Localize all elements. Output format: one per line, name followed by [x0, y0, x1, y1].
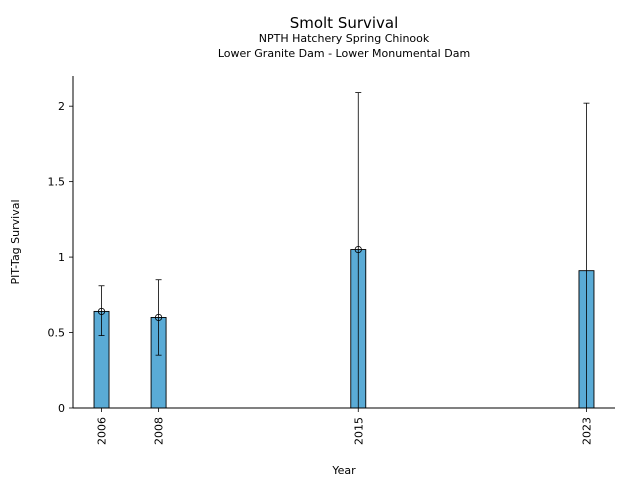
x-tick-label: 2023: [580, 417, 593, 445]
plot-area: [93, 92, 595, 409]
y-tick-label: 0: [58, 402, 65, 415]
y-tick-label: 0.5: [48, 327, 66, 340]
chart-subtitle-line-1: NPTH Hatchery Spring Chinook: [259, 32, 430, 45]
y-axis-label: PIT-Tag Survival: [9, 199, 22, 284]
y-tick-label: 1: [58, 251, 65, 264]
y-tick-label: 2: [58, 100, 65, 113]
point-marker-2015: [354, 245, 362, 254]
point-marker-2006: [97, 307, 106, 316]
y-axis-ticks: 0 0.5 1 1.5 2: [48, 100, 73, 415]
x-axis-label: Year: [331, 464, 356, 477]
x-axis-ticks: 2006 2008 2015 2023: [96, 408, 593, 445]
x-tick-label: 2008: [153, 417, 166, 445]
y-tick-label: 1.5: [48, 176, 66, 189]
chart-subtitle-line-2: Lower Granite Dam - Lower Monumental Dam: [218, 47, 470, 60]
point-marker-2008: [154, 313, 163, 322]
chart-title: Smolt Survival: [290, 14, 399, 32]
x-tick-label: 2015: [352, 417, 365, 445]
x-tick-label: 2006: [96, 417, 109, 445]
